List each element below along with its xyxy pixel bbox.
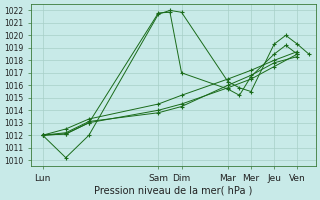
X-axis label: Pression niveau de la mer( hPa ): Pression niveau de la mer( hPa ) — [94, 186, 252, 196]
